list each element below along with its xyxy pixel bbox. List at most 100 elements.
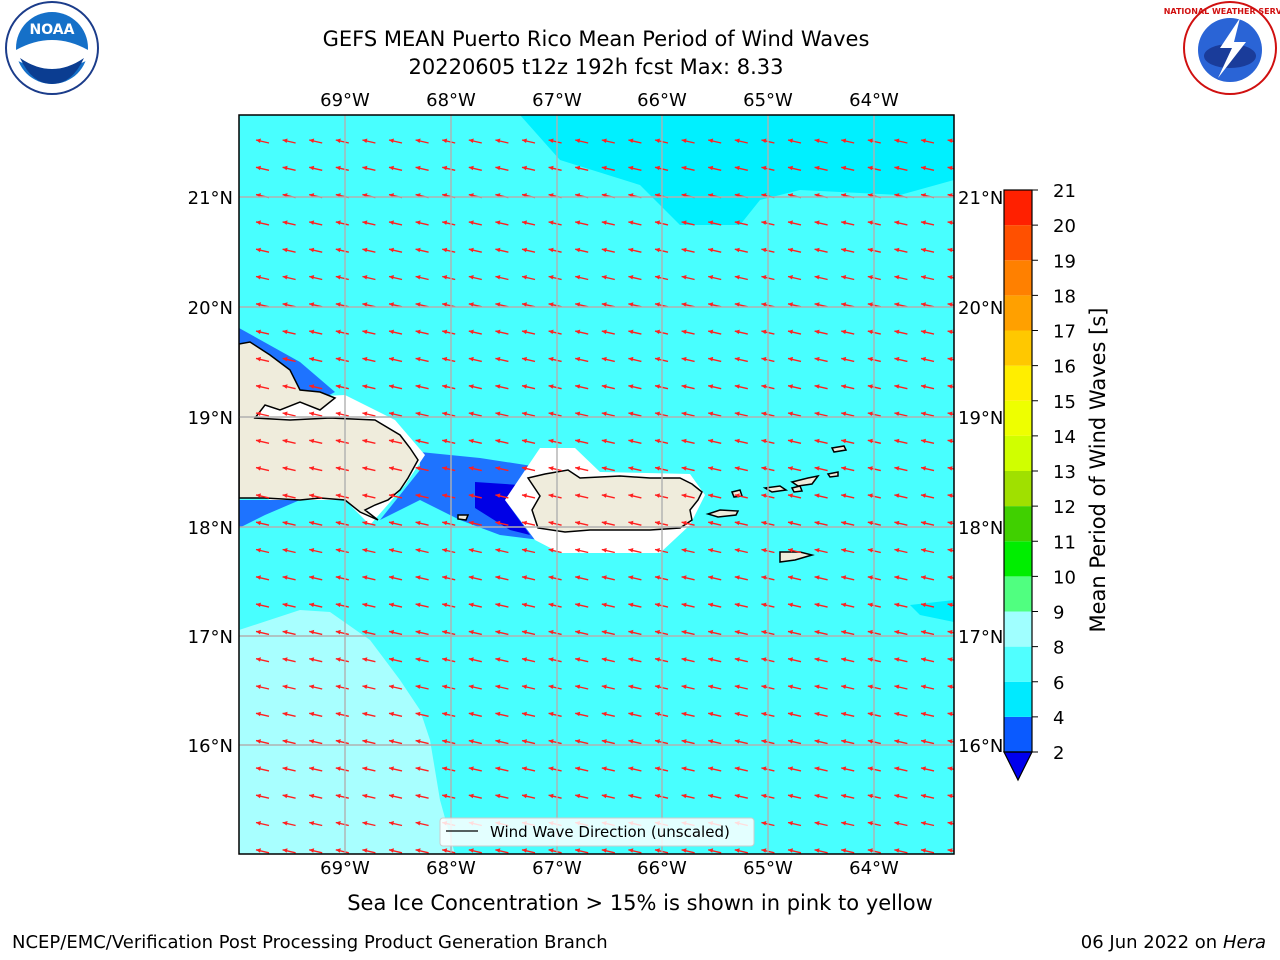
wind-wave-arrow-head [522, 329, 527, 335]
wind-wave-arrow-head [522, 247, 527, 253]
wind-wave-arrow-head [947, 247, 953, 253]
wind-wave-arrow-head [921, 438, 926, 444]
wind-wave-arrow-head [468, 384, 474, 389]
wind-wave-arrow-head [734, 602, 740, 608]
wind-wave-arrow-head [442, 684, 448, 689]
wind-wave-arrow-head [362, 657, 368, 662]
nws-logo: NATIONAL WEATHER SERVICE [1164, 1, 1280, 95]
wind-wave-arrow-head [415, 466, 421, 471]
wind-wave-arrow-head [894, 466, 900, 471]
wind-wave-arrow-head [256, 411, 261, 416]
wind-wave-arrow-head [894, 657, 900, 662]
wind-wave-arrow-head [468, 548, 474, 553]
wind-wave-arrow-head [947, 493, 953, 498]
colorbar-segment [1004, 365, 1032, 401]
wind-wave-arrow-head [708, 766, 714, 771]
wind-wave-arrow-head [734, 165, 740, 171]
wind-wave-arrow-head [947, 165, 953, 171]
wind-wave-arrow-head [655, 793, 660, 799]
wind-wave-arrow-head [655, 657, 660, 662]
lon-label: 65°W [743, 90, 793, 111]
wind-wave-arrow-head [921, 493, 926, 498]
wind-wave-arrow-head [734, 548, 740, 553]
wind-wave-arrow-head [761, 793, 767, 799]
wind-wave-arrow-head [681, 629, 687, 635]
wind-wave-arrow-head [601, 356, 607, 362]
lon-label: 64°W [849, 90, 899, 111]
wind-wave-arrow-head [415, 766, 421, 771]
wind-wave-arrow-head [282, 848, 288, 853]
wind-wave-arrow-head [921, 766, 926, 771]
wind-wave-arrow-head [575, 247, 581, 253]
wind-wave-arrow-head [389, 138, 394, 143]
wind-wave-arrow-head [389, 438, 394, 444]
wind-wave-arrow-head [814, 711, 820, 717]
wind-wave-arrow-head [894, 302, 900, 307]
wind-wave-arrow-head [256, 629, 261, 635]
wind-wave-arrow-head [894, 821, 900, 826]
wind-wave-arrow-head [788, 766, 793, 771]
wind-wave-arrow-head [442, 739, 448, 744]
wind-wave-arrow-head [335, 438, 341, 444]
wind-wave-arrow-head [814, 438, 820, 444]
wind-wave-arrow-head [495, 629, 501, 635]
wind-wave-arrow-head [734, 138, 740, 143]
wind-wave-arrow-head [548, 220, 554, 225]
wind-wave-arrow-head [708, 275, 714, 280]
wind-wave-arrow-head [761, 384, 767, 389]
wind-wave-arrow-head [282, 793, 288, 799]
wind-wave-arrow-head [415, 548, 421, 553]
wind-wave-arrow-head [681, 520, 687, 526]
wind-wave-arrow-head [628, 739, 634, 744]
wind-wave-arrow-head [468, 493, 474, 498]
wind-wave-arrow-head [389, 520, 394, 526]
wind-wave-arrow-head [335, 138, 341, 143]
wind-wave-arrow-head [548, 575, 554, 580]
wind-wave-arrow-head [867, 302, 873, 307]
wind-wave-arrow-head [761, 329, 767, 335]
wind-wave-arrow-head [628, 629, 634, 635]
wind-wave-arrow-head [335, 711, 341, 717]
wind-wave-arrow-head [788, 493, 793, 498]
wind-wave-arrow-head [734, 329, 740, 335]
colorbar-tick-label: 4 [1053, 708, 1064, 729]
wind-wave-arrow-head [921, 684, 926, 689]
wind-wave-arrow-head [468, 766, 474, 771]
wind-wave-arrow-head [601, 520, 607, 526]
wind-wave-arrow-head [389, 247, 394, 253]
wind-wave-arrow-head [309, 493, 315, 498]
wind-wave-arrow-head [256, 466, 261, 471]
lat-label: 19°N [958, 408, 1003, 429]
wind-wave-arrow-head [734, 657, 740, 662]
wind-wave-arrow-head [309, 247, 315, 253]
wind-wave-arrow-head [601, 684, 607, 689]
wind-wave-arrow-head [468, 302, 474, 307]
wind-wave-arrow-head [601, 165, 607, 171]
wind-wave-arrow-head [256, 138, 261, 143]
wind-wave-arrow-head [761, 575, 767, 580]
wind-wave-arrow-head [442, 138, 448, 143]
wind-wave-arrow-head [522, 493, 527, 498]
wind-wave-arrow-head [708, 848, 714, 853]
colorbar-label: Mean Period of Wind Waves [s] [1086, 307, 1110, 633]
colorbar-tick-label: 11 [1053, 532, 1076, 553]
wind-wave-arrow-head [841, 384, 847, 389]
wind-wave-arrow-head [362, 711, 368, 717]
wind-wave-arrow-head [867, 575, 873, 580]
wind-wave-arrow-head [309, 629, 315, 635]
wind-wave-arrow-head [309, 657, 315, 662]
wind-wave-arrow-head [282, 493, 288, 498]
wind-wave-arrow-head [415, 302, 421, 307]
wind-wave-arrow-head [309, 684, 315, 689]
wind-wave-arrow-head [761, 821, 767, 826]
wind-wave-arrow-head [548, 766, 554, 771]
wind-wave-arrow-head [601, 220, 607, 225]
wind-wave-arrow-head [788, 548, 793, 553]
wind-wave-arrow-head [442, 766, 448, 771]
wind-wave-arrow-head [389, 220, 394, 225]
wind-wave-arrow-head [575, 411, 581, 416]
wind-wave-arrow-head [655, 384, 660, 389]
wind-wave-arrow-head [894, 848, 900, 853]
wind-wave-arrow-head [309, 138, 315, 143]
wind-wave-arrow-head [575, 165, 581, 171]
